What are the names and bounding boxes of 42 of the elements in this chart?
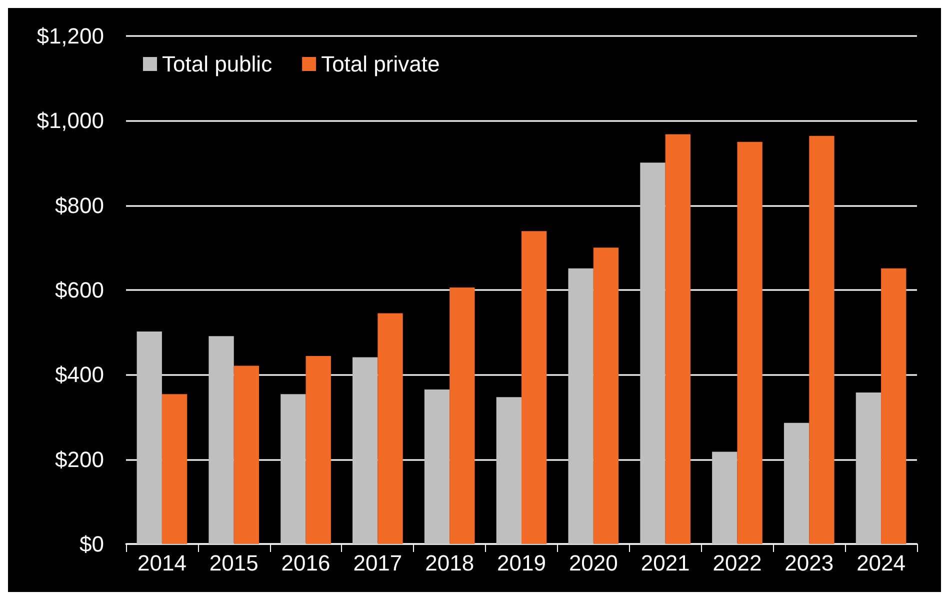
legend-label: Total private bbox=[321, 52, 440, 76]
legend-label: Total public bbox=[162, 52, 272, 76]
bar bbox=[809, 136, 834, 544]
bar bbox=[568, 268, 594, 544]
bar bbox=[712, 452, 738, 544]
bar bbox=[522, 231, 547, 544]
bar bbox=[593, 248, 619, 544]
x-tick-label: 2017 bbox=[353, 550, 402, 576]
y-tick-label: $1,000 bbox=[36, 108, 104, 134]
y-tick-label: $600 bbox=[55, 278, 104, 302]
bar bbox=[424, 389, 450, 544]
bar bbox=[640, 162, 666, 544]
bar bbox=[856, 392, 882, 544]
bar bbox=[162, 394, 188, 544]
x-tick-label: 2015 bbox=[209, 550, 258, 576]
x-tick-label: 2023 bbox=[784, 550, 834, 576]
bar bbox=[784, 422, 810, 544]
y-tick-label: $0 bbox=[80, 532, 104, 556]
bar bbox=[208, 336, 234, 544]
y-tick-label: $1,200 bbox=[36, 24, 104, 48]
bar bbox=[737, 142, 762, 544]
x-tick-label: 2022 bbox=[712, 550, 762, 576]
bar bbox=[136, 331, 162, 544]
bar bbox=[450, 287, 475, 544]
bar bbox=[306, 356, 331, 544]
y-tick-label: $400 bbox=[55, 362, 104, 388]
y-tick-label: $800 bbox=[55, 192, 104, 218]
x-tick-label: 2016 bbox=[281, 550, 330, 576]
bar bbox=[665, 134, 690, 544]
x-tick-label: 2020 bbox=[568, 550, 618, 576]
bar bbox=[378, 313, 403, 544]
x-tick-label: 2018 bbox=[425, 550, 474, 576]
x-tick-label: 2014 bbox=[137, 550, 186, 576]
bar bbox=[496, 397, 522, 544]
bar bbox=[280, 394, 306, 544]
y-tick-label: $200 bbox=[55, 446, 104, 472]
x-tick-label: 2019 bbox=[497, 550, 546, 576]
bar bbox=[234, 366, 260, 544]
bar bbox=[881, 268, 906, 544]
x-tick-label: 2021 bbox=[640, 550, 690, 576]
bar bbox=[352, 357, 378, 544]
x-tick-label: 2024 bbox=[856, 550, 906, 576]
